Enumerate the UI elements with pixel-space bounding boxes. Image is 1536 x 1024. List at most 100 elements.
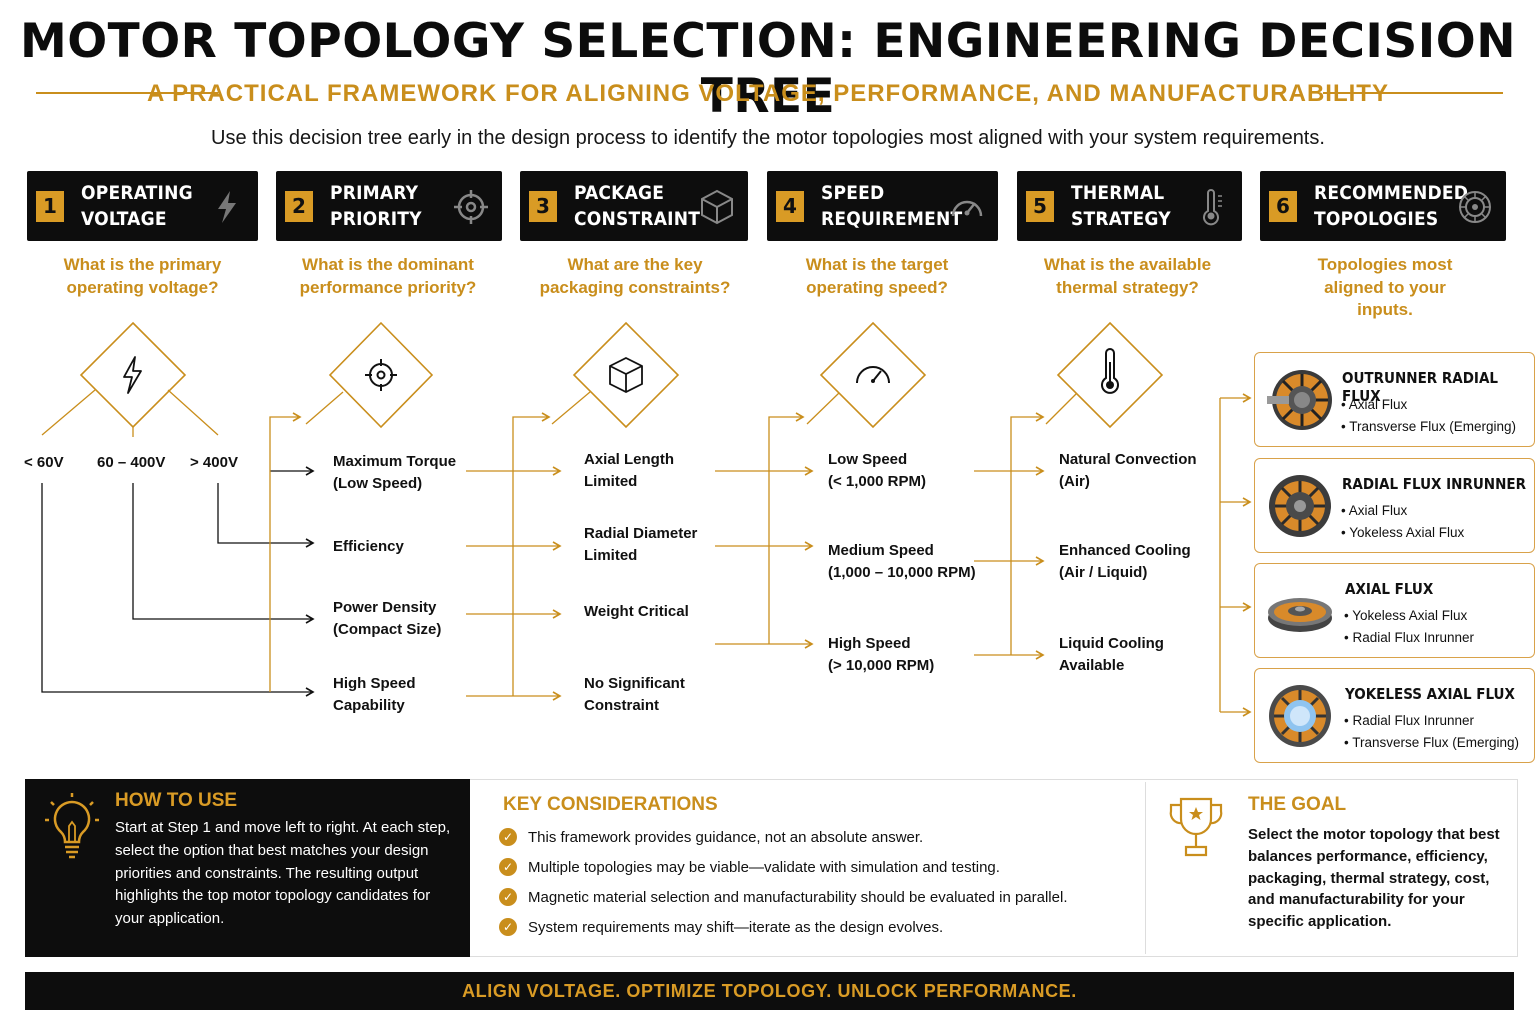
voltage-option-low[interactable]: < 60V [24,454,64,471]
target-icon [365,359,397,391]
goal-text: Select the motor topology that best bala… [1248,826,1500,931]
step-3-question: What are the key packaging constraints? [539,255,731,297]
step-5-question: What is the available thermal strategy? [1043,255,1212,297]
step-number: 5 [1026,190,1054,222]
intro-text: Use this decision tree early in the desi… [211,127,1325,149]
speed-option-medium[interactable]: Medium Speed (1,000 – 10,000 RPM) [828,542,976,581]
topology-card-axial: AXIAL FLUX Yokeless Axial Flux Radial Fl… [1254,563,1535,658]
step-title: PACKAGE CONSTRAINT [574,182,701,230]
topology-card-inrunner: RADIAL FLUX INRUNNER Axial Flux Yokeless… [1254,458,1535,553]
step-title: PRIMARY PRIORITY [330,182,422,230]
step-title: OPERATING VOLTAGE [81,182,193,230]
thermal-option-enhanced[interactable]: Enhanced Cooling (Air / Liquid) [1059,542,1191,581]
step-4-header: 4 SPEED REQUIREMENT [767,171,998,241]
package-diamond [572,321,680,429]
step-1-question: What is the primary operating voltage? [63,255,222,297]
topology-name: RADIAL FLUX INRUNNER [1342,475,1527,493]
target-icon [454,190,488,224]
step-1-header: 1 OPERATING VOLTAGE [27,171,258,241]
topology-alt: Axial Flux [1341,503,1408,518]
step-4-question: What is the target operating speed? [805,255,949,297]
step-title: THERMAL STRATEGY [1071,182,1171,230]
thermometer-icon [1101,348,1119,394]
topology-alt: Yokeless Axial Flux [1341,525,1464,540]
topology-alt: Axial Flux [1341,397,1408,412]
voltage-option-high[interactable]: > 400V [190,454,238,471]
speed-option-low[interactable]: Low Speed (< 1,000 RPM) [828,451,926,490]
step-6-question: Topologies most aligned to your inputs. [1317,255,1453,319]
topology-alt: Radial Flux Inrunner [1344,713,1474,728]
considerations-title: KEY CONSIDERATIONS [503,794,718,815]
lightning-icon [218,191,236,223]
thermal-option-natural[interactable]: Natural Convection (Air) [1059,451,1197,490]
consideration-item: ✓ System requirements may shift—iterate a… [499,918,943,936]
package-option-radial[interactable]: Radial Diameter Limited [584,525,698,564]
lightbulb-icon [45,793,99,859]
voltage-diamond [41,321,219,437]
topology-name: YOKELESS AXIAL FLUX [1345,685,1515,703]
thermal-option-liquid[interactable]: Liquid Cooling Available [1059,635,1164,674]
consideration-item: ✓ This framework provides guidance, not a… [499,828,923,846]
page-subtitle: A PRACTICAL FRAMEWORK FOR ALIGNING VOLTA… [147,80,1389,107]
priority-option-torque[interactable]: Maximum Torque (Low Speed) [333,453,457,492]
check-icon: ✓ [499,858,517,876]
priority-option-power-density[interactable]: Power Density (Compact Size) [333,599,442,638]
step-title: RECOMMENDED TOPOLOGIES [1314,182,1469,230]
check-icon: ✓ [499,828,517,846]
footer-banner: ALIGN VOLTAGE. OPTIMIZE TOPOLOGY. UNLOCK… [25,972,1514,1010]
topology-card-outrunner: OUTRUNNER RADIAL FLUX Axial Flux Transve… [1254,352,1535,447]
step-number: 1 [36,190,64,222]
step-3-header: 3 PACKAGE CONSTRAINT [520,171,748,241]
trophy-icon [1169,797,1223,857]
check-icon: ✓ [499,918,517,936]
cube-icon [609,356,643,394]
step-2-question: What is the dominant performance priorit… [299,255,477,297]
topology-alt: Transverse Flux (Emerging) [1341,419,1516,434]
step-number: 3 [529,190,557,222]
lightning-icon [123,356,142,394]
check-icon: ✓ [499,888,517,906]
step-number: 2 [285,190,313,222]
inrunner-motor-icon [1269,475,1331,537]
howto-title: HOW TO USE [115,790,238,811]
page-title: MOTOR TOPOLOGY SELECTION: ENGINEERING DE… [19,14,1517,124]
cube-icon [701,189,733,225]
step-2-header: 2 PRIMARY PRIORITY [276,171,502,241]
step-6-header: 6 RECOMMENDED TOPOLOGIES [1260,171,1506,241]
speed-option-high[interactable]: High Speed (> 10,000 RPM) [828,635,935,674]
yokeless-motor-icon [1269,685,1331,747]
motor-icon [1459,191,1491,223]
goal-divider [1145,782,1146,954]
thermal-diamond [1056,321,1164,429]
speed-diamond [819,321,927,429]
step-title: SPEED REQUIREMENT [821,182,963,230]
topology-card-yokeless: YOKELESS AXIAL FLUX Radial Flux Inrunner… [1254,668,1535,763]
subtitle-rule-left [36,92,218,94]
voltage-option-mid[interactable]: 60 – 400V [97,454,166,471]
package-option-none[interactable]: No Significant Constraint [584,675,685,714]
topology-alt: Yokeless Axial Flux [1344,608,1467,623]
step-number: 6 [1269,190,1297,222]
gauge-icon [856,366,890,384]
gauge-icon [951,200,983,217]
consideration-item: ✓ Magnetic material selection and manufac… [499,888,1067,906]
step-number: 4 [776,190,804,222]
priority-option-efficiency[interactable]: Efficiency [333,538,404,555]
consideration-item: ✓ Multiple topologies may be viable—valid… [499,858,1000,876]
subtitle-rule-right [1323,92,1503,94]
thermometer-icon [1203,189,1222,226]
outrunner-motor-icon [1267,370,1332,430]
goal-title: THE GOAL [1248,794,1347,815]
howto-panel [25,779,470,957]
axial-flux-motor-icon [1268,598,1332,632]
topology-name: AXIAL FLUX [1345,580,1434,598]
package-option-axial[interactable]: Axial Length Limited [584,451,675,490]
step-5-header: 5 THERMAL STRATEGY [1017,171,1242,241]
topology-alt: Transverse Flux (Emerging) [1344,735,1519,750]
topology-alt: Radial Flux Inrunner [1344,630,1474,645]
howto-text: Start at Step 1 and move left to right. … [115,819,451,928]
package-option-weight[interactable]: Weight Critical [584,603,689,620]
priority-diamond [328,321,434,429]
priority-option-high-speed[interactable]: High Speed Capability [333,675,416,714]
